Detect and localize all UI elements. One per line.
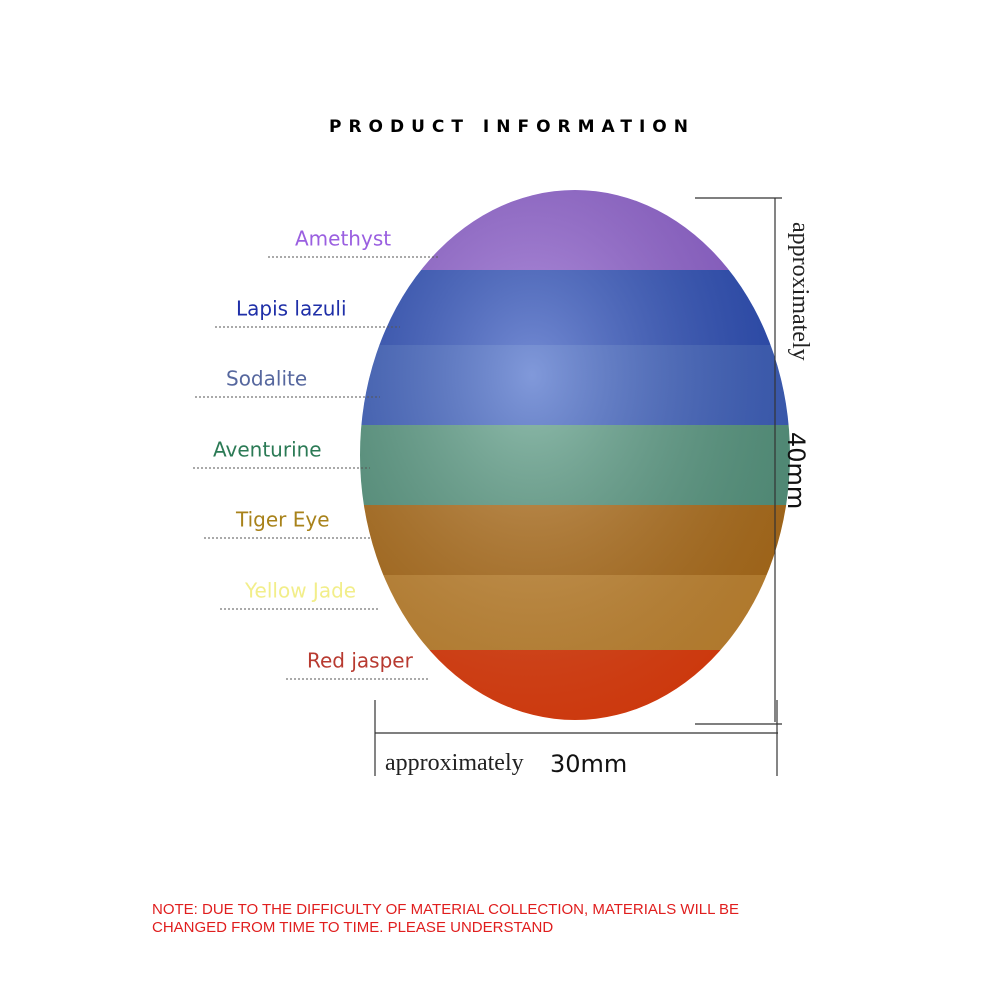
stone-label: Sodalite [226,367,307,391]
note-line: CHANGED FROM TIME TO TIME. PLEASE UNDERS… [152,919,553,936]
stone-label: Yellow Jade [244,579,356,603]
stone-label: Amethyst [295,227,391,251]
stone-label: Tiger Eye [235,508,330,532]
width-value: 30mm [550,750,627,778]
stone-image [360,190,790,720]
stone-label: Lapis lazuli [236,297,347,321]
stone-label: Red jasper [307,649,414,673]
note-line: NOTE: DUE TO THE DIFFICULTY OF MATERIAL … [152,901,739,918]
height-value: 40mm [782,432,810,509]
height-label: approximately [787,222,813,361]
title: PRODUCT INFORMATION [329,117,695,137]
stone-label: Aventurine [213,438,322,462]
width-label: approximately [385,750,524,776]
